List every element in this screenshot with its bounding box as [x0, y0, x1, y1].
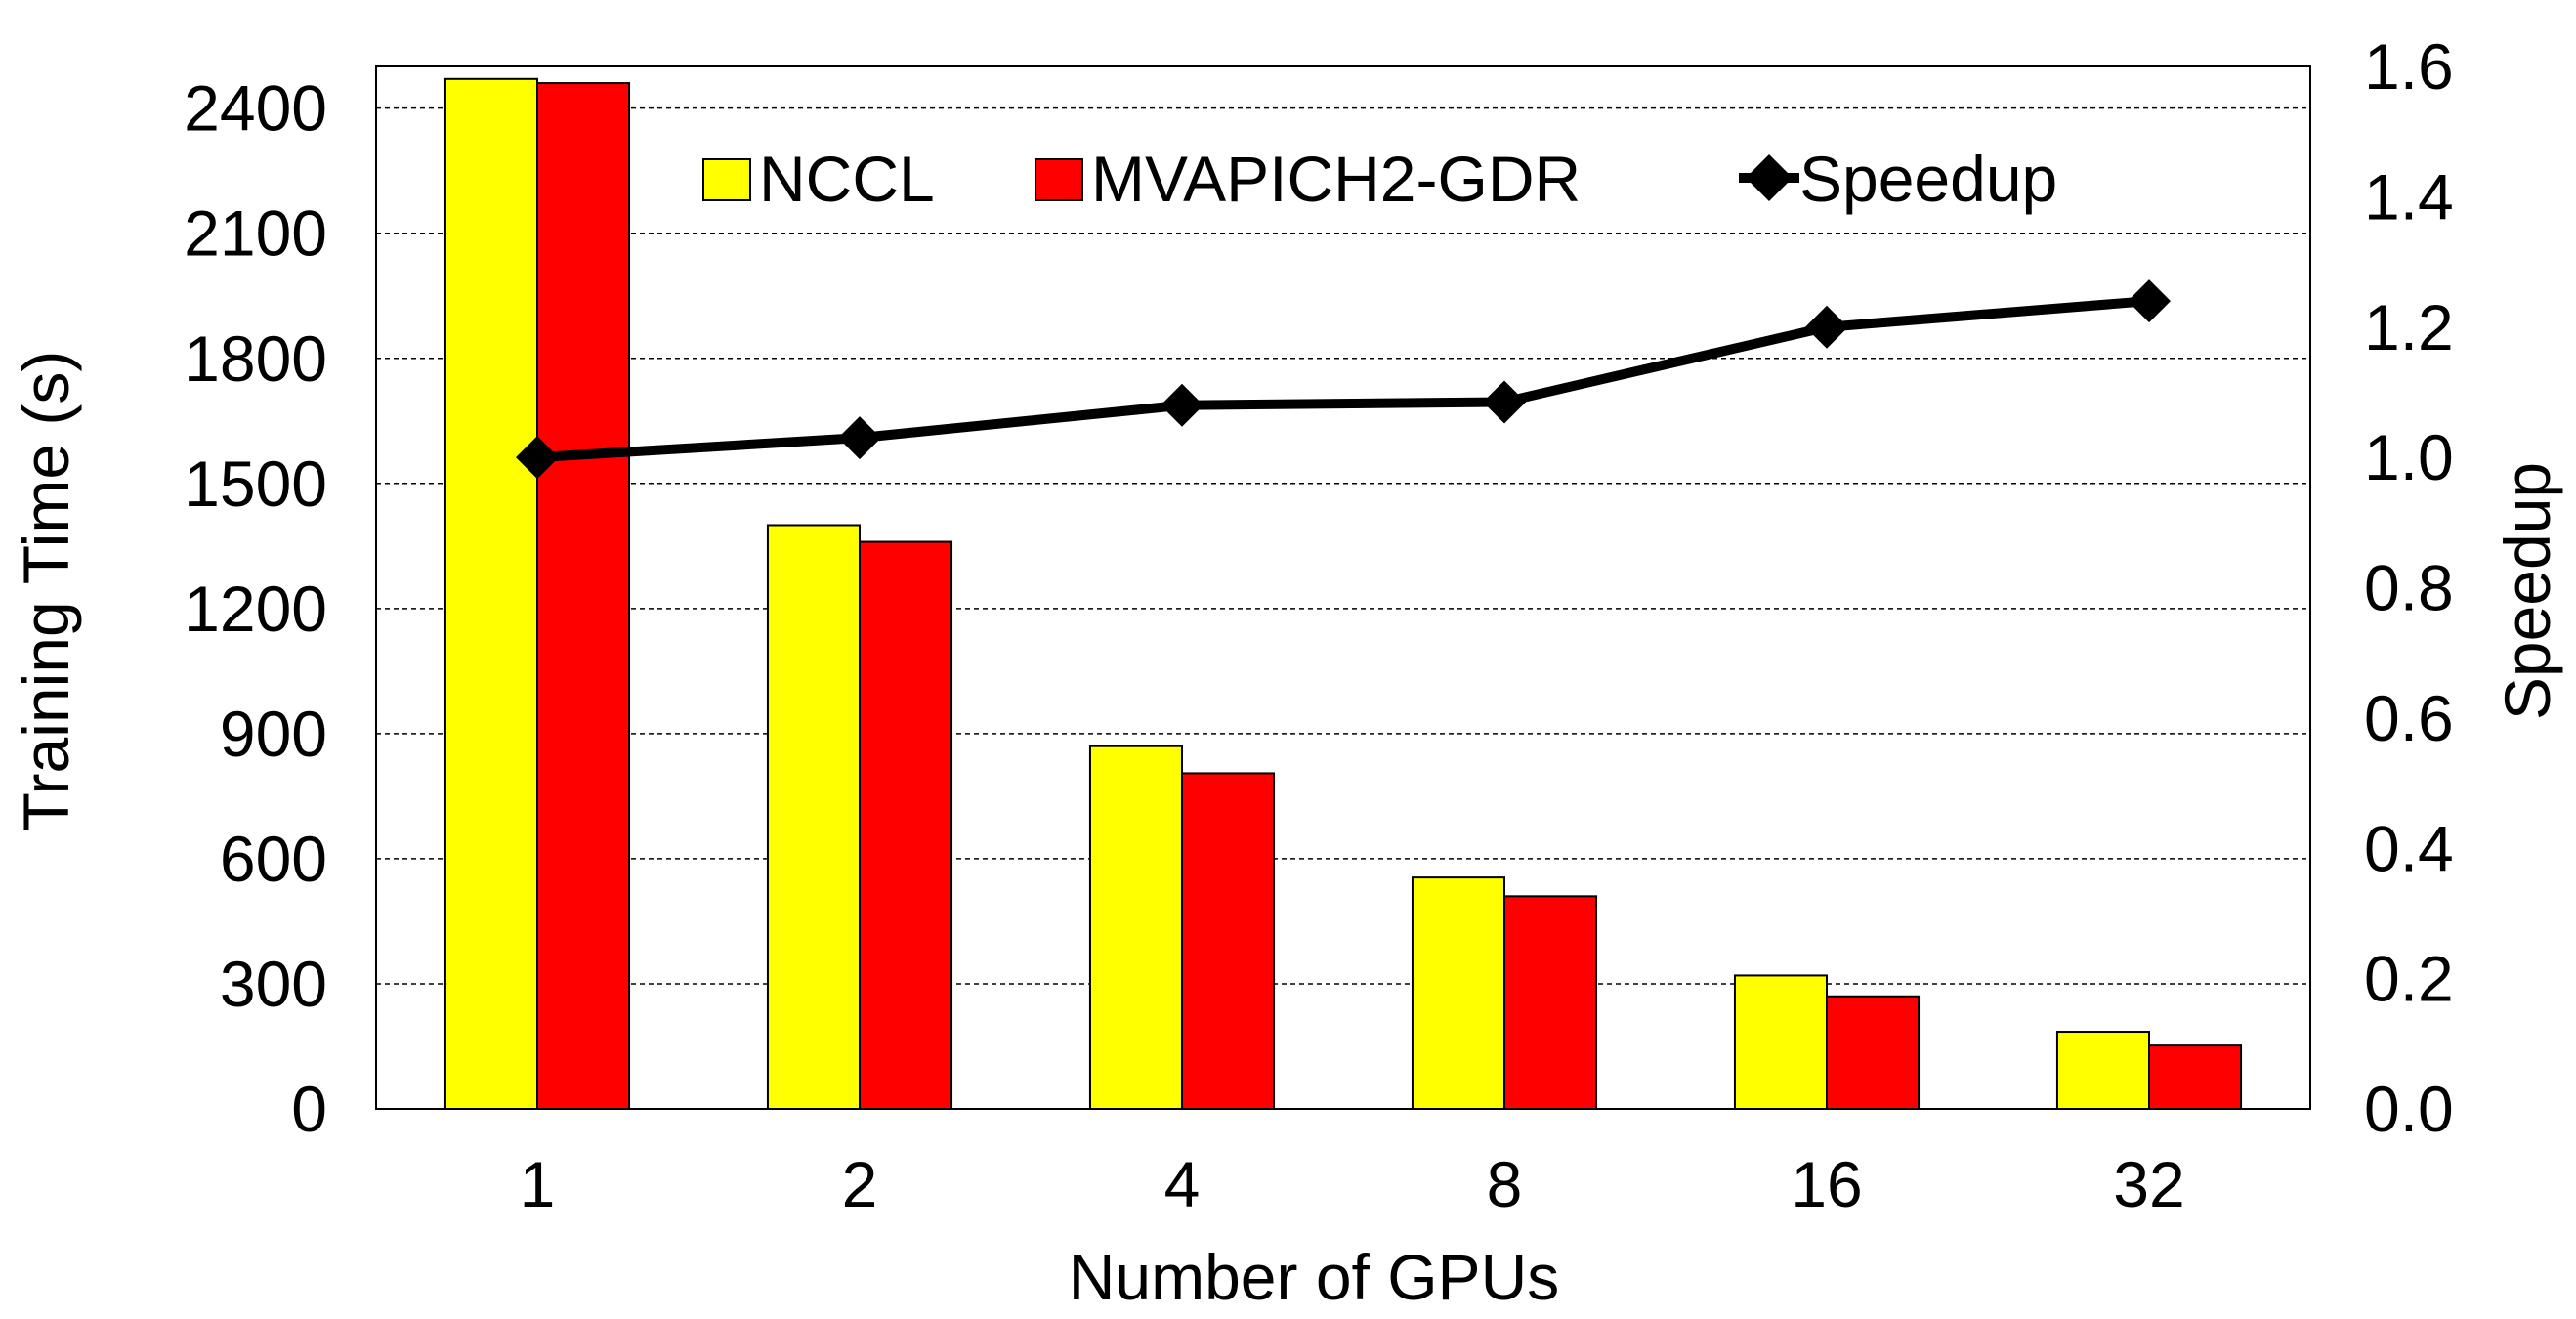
bar-mvapich2-gdr-32	[2148, 1044, 2243, 1110]
speedup-point-1	[516, 436, 559, 480]
speedup-point-2	[838, 416, 881, 460]
speedup-line	[516, 279, 2171, 480]
x-tick-label: 1	[520, 1148, 556, 1220]
bars	[443, 77, 2243, 1111]
y2-tick-label: 0.0	[2364, 1073, 2454, 1145]
y2-tick-label: 0.6	[2364, 682, 2454, 754]
y2-tick-label: 1.0	[2364, 421, 2454, 493]
bar-mvapich2-gdr-1	[536, 82, 631, 1110]
legend-swatch-mvapich2-gdr	[1035, 158, 1083, 201]
legend-swatch-nccl	[702, 158, 751, 201]
y-tick-label: 600	[220, 823, 327, 895]
y-tick-label: 1800	[184, 322, 327, 395]
bar-nccl-1	[443, 77, 539, 1111]
speedup-point-8	[1483, 380, 1526, 424]
x-tick-label: 4	[1164, 1148, 1201, 1220]
x-tick-labels: 1 2 4 8 16 32	[520, 1148, 2185, 1220]
legend-label-speedup: Speedup	[1799, 143, 2057, 215]
bar-mvapich2-gdr-2	[859, 540, 953, 1110]
y2-axis-title: Speedup	[2491, 462, 2563, 720]
bar-mvapich2-gdr-16	[1826, 995, 1921, 1110]
bar-nccl-4	[1088, 745, 1183, 1111]
y2-tick-label: 0.4	[2364, 812, 2454, 884]
speedup-polyline	[536, 296, 2150, 463]
bar-nccl-32	[2055, 1031, 2150, 1110]
x-tick-label: 32	[2113, 1148, 2184, 1220]
grid	[376, 106, 2310, 985]
y-axis-title: Training Time (s)	[10, 351, 82, 832]
y-tick-label: 900	[220, 698, 327, 770]
y2-tick-label: 0.8	[2364, 552, 2454, 624]
y-tick-label: 2100	[184, 197, 327, 270]
legend-marker-speedup	[1746, 154, 1793, 201]
bar-mvapich2-gdr-4	[1181, 772, 1276, 1111]
legend-label-mvapich2-gdr: MVAPICH2-GDR	[1091, 143, 1581, 215]
x-tick-label: 16	[1791, 1148, 1862, 1220]
y2-tick-label: 1.2	[2364, 291, 2454, 363]
legend: NCCL MVAPICH2-GDR Speedup	[702, 143, 2057, 215]
y-tick-label: 0	[291, 1073, 327, 1145]
y2-tick-label: 1.4	[2364, 160, 2454, 233]
bar-nccl-16	[1733, 974, 1828, 1111]
bar-nccl-2	[766, 524, 862, 1110]
bar-mvapich2-gdr-8	[1503, 895, 1598, 1110]
speedup-point-32	[2128, 279, 2171, 323]
bar-nccl-8	[1411, 876, 1505, 1110]
y2-tick-labels: 0.0 0.2 0.4 0.6 0.8 1.0 1.2 1.4 1.6	[2364, 30, 2454, 1145]
legend-label-nccl: NCCL	[759, 143, 935, 215]
x-tick-label: 8	[1487, 1148, 1523, 1220]
y-tick-label: 1500	[184, 447, 327, 520]
y2-tick-label: 0.2	[2364, 943, 2454, 1015]
x-axis-title: Number of GPUs	[1069, 1241, 1559, 1313]
y-tick-label: 1200	[184, 573, 327, 645]
speedup-point-4	[1161, 383, 1204, 427]
y-tick-label: 2400	[184, 72, 327, 145]
x-tick-label: 2	[842, 1148, 878, 1220]
plot-frame	[375, 65, 2311, 1110]
y-tick-label: 300	[220, 948, 327, 1020]
y-tick-labels: 0 300 600 900 1200 1500 1800 2100 2400	[184, 72, 327, 1145]
y2-tick-label: 1.6	[2364, 30, 2454, 103]
speedup-point-16	[1805, 305, 1848, 349]
